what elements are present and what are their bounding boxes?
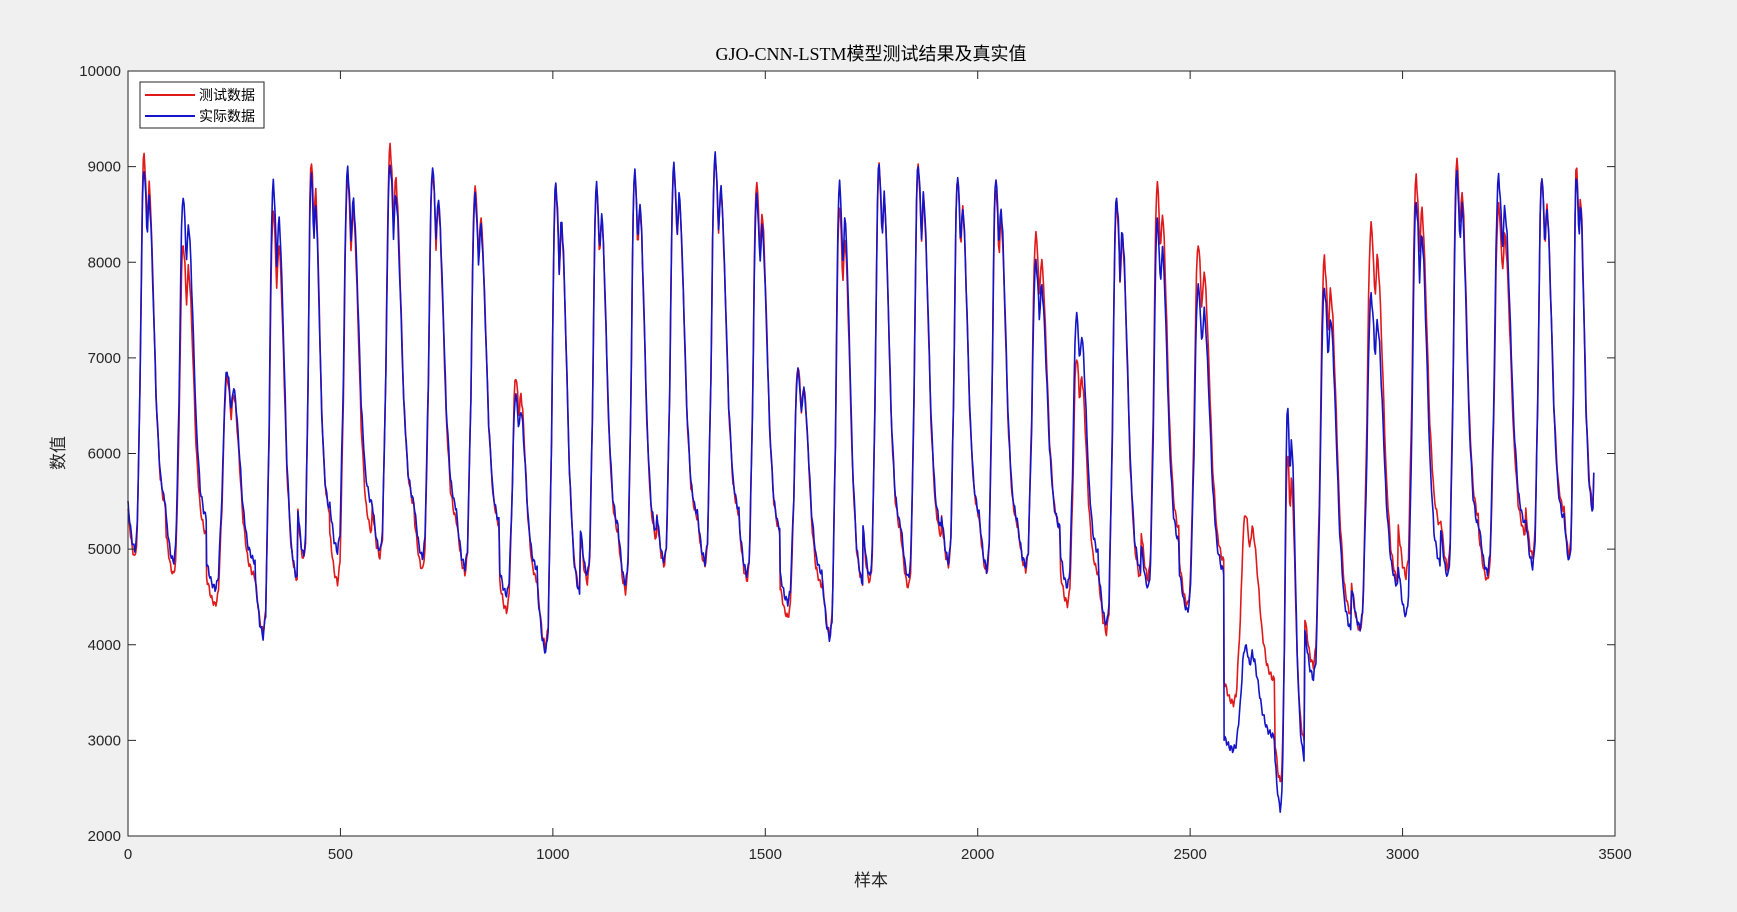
x-tick-label: 3000 [1386, 846, 1419, 863]
y-tick-label: 2000 [88, 828, 121, 845]
lines-group [127, 142, 1595, 814]
legend: 测试数据 实际数据 [139, 81, 265, 129]
y-tick-label: 9000 [88, 159, 121, 176]
x-tick-label: 0 [124, 846, 132, 863]
y-tick-label: 5000 [88, 541, 121, 558]
legend-label-test: 测试数据 [199, 88, 255, 104]
y-tick-label: 4000 [88, 637, 121, 654]
y-tick-label: 8000 [88, 254, 121, 271]
x-tick-label: 2000 [961, 846, 994, 863]
series-line-actual [127, 151, 1595, 814]
y-tick-label: 6000 [88, 446, 121, 463]
legend-box [139, 81, 265, 129]
y-tick-label: 10000 [79, 63, 121, 80]
x-tick-label: 1500 [749, 846, 782, 863]
x-tick-label: 2500 [1173, 846, 1206, 863]
y-tick-label: 7000 [88, 350, 121, 367]
legend-label-actual: 实际数据 [199, 109, 255, 125]
y-axis-label: 数值 [49, 436, 69, 470]
x-tick-label: 500 [328, 846, 353, 863]
x-tick-label: 3500 [1598, 846, 1631, 863]
x-axis-label: 样本 [854, 871, 888, 891]
x-axis: 0 500 1000 1500 2000 2500 3000 3500 [124, 71, 1632, 863]
y-tick-label: 3000 [88, 732, 121, 749]
plot-area [128, 71, 1615, 836]
chart-title: GJO-CNN-LSTM模型测试结果及真实值 [716, 44, 1027, 64]
x-tick-label: 1000 [536, 846, 569, 863]
y-axis: 2000 3000 4000 5000 6000 7000 8000 9000 10000 [79, 63, 1615, 845]
